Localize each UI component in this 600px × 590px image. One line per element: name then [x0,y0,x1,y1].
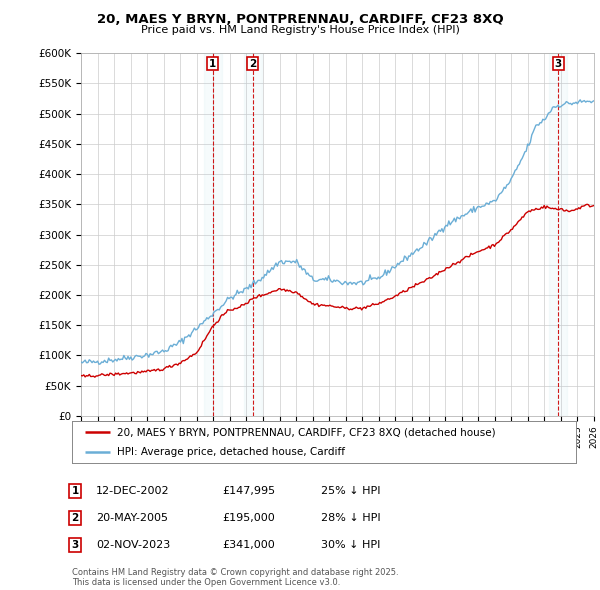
Bar [549,53,567,416]
Text: 20, MAES Y BRYN, PONTPRENNAU, CARDIFF, CF23 8XQ (detached house): 20, MAES Y BRYN, PONTPRENNAU, CARDIFF, C… [118,427,496,437]
Bar [244,53,262,416]
Text: HPI: Average price, detached house, Cardiff: HPI: Average price, detached house, Card… [118,447,346,457]
Text: 12-DEC-2002: 12-DEC-2002 [96,486,170,496]
Text: £147,995: £147,995 [222,486,275,496]
Text: 2: 2 [249,58,256,68]
Text: 1: 1 [209,58,217,68]
Text: £341,000: £341,000 [222,540,275,550]
Text: 3: 3 [71,540,79,550]
Text: 02-NOV-2023: 02-NOV-2023 [96,540,170,550]
Text: 30% ↓ HPI: 30% ↓ HPI [321,540,380,550]
Text: 20-MAY-2005: 20-MAY-2005 [96,513,168,523]
Text: 25% ↓ HPI: 25% ↓ HPI [321,486,380,496]
Text: 3: 3 [554,58,562,68]
Text: 20, MAES Y BRYN, PONTPRENNAU, CARDIFF, CF23 8XQ: 20, MAES Y BRYN, PONTPRENNAU, CARDIFF, C… [97,13,503,26]
Text: 1: 1 [71,486,79,496]
Text: Contains HM Land Registry data © Crown copyright and database right 2025.
This d: Contains HM Land Registry data © Crown c… [72,568,398,587]
Bar [203,53,222,416]
Text: 2: 2 [71,513,79,523]
Text: Price paid vs. HM Land Registry's House Price Index (HPI): Price paid vs. HM Land Registry's House … [140,25,460,35]
Text: 28% ↓ HPI: 28% ↓ HPI [321,513,380,523]
Text: £195,000: £195,000 [222,513,275,523]
